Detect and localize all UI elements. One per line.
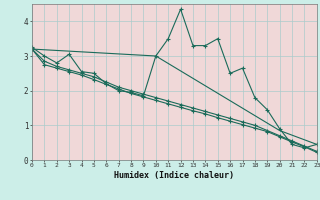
- X-axis label: Humidex (Indice chaleur): Humidex (Indice chaleur): [115, 171, 234, 180]
